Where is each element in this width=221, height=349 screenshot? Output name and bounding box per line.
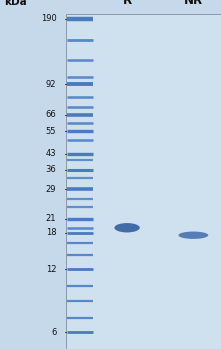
Text: kDa: kDa <box>4 0 27 7</box>
Text: 190: 190 <box>41 14 56 23</box>
Bar <box>66 14 221 349</box>
Text: 12: 12 <box>46 265 56 274</box>
Text: 66: 66 <box>46 110 56 119</box>
Text: 6: 6 <box>51 328 56 337</box>
Text: 43: 43 <box>46 149 56 158</box>
Text: NR: NR <box>184 0 203 7</box>
Text: 55: 55 <box>46 127 56 136</box>
Text: 36: 36 <box>46 165 56 174</box>
Ellipse shape <box>179 231 208 239</box>
Text: 29: 29 <box>46 185 56 194</box>
Text: 18: 18 <box>46 228 56 237</box>
Text: 92: 92 <box>46 80 56 89</box>
Text: R: R <box>122 0 132 7</box>
Text: 21: 21 <box>46 214 56 223</box>
Ellipse shape <box>114 223 140 232</box>
